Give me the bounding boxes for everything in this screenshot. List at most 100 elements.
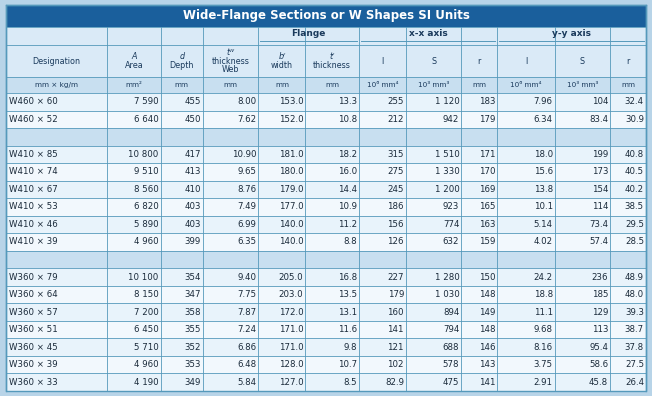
Text: Flange: Flange: [291, 29, 326, 38]
Text: 212: 212: [387, 115, 404, 124]
Text: 169: 169: [479, 185, 496, 194]
Text: W360 × 51: W360 × 51: [9, 325, 58, 334]
Text: 203.0: 203.0: [279, 290, 303, 299]
Text: mm: mm: [325, 82, 339, 88]
Text: 45.8: 45.8: [589, 378, 608, 387]
Text: 10 800: 10 800: [128, 150, 158, 159]
Text: 32.4: 32.4: [625, 97, 644, 106]
Text: 3.75: 3.75: [533, 360, 553, 369]
Text: 6.48: 6.48: [237, 360, 256, 369]
Text: 7 200: 7 200: [134, 308, 158, 317]
Text: 148: 148: [479, 290, 496, 299]
Text: 24.2: 24.2: [533, 272, 553, 282]
Text: 10⁶ mm⁴: 10⁶ mm⁴: [366, 82, 398, 88]
Text: 165: 165: [479, 202, 496, 211]
Text: 150: 150: [479, 272, 496, 282]
Text: W410 × 74: W410 × 74: [9, 168, 58, 176]
Text: 38.5: 38.5: [625, 202, 644, 211]
Text: 26.4: 26.4: [625, 378, 644, 387]
Text: 8 560: 8 560: [134, 185, 158, 194]
Text: 40.5: 40.5: [625, 168, 644, 176]
Text: 255: 255: [387, 97, 404, 106]
Text: 275: 275: [387, 168, 404, 176]
Text: 146: 146: [479, 343, 496, 352]
Text: 121: 121: [387, 343, 404, 352]
Text: I: I: [381, 57, 383, 65]
Text: 29.5: 29.5: [625, 220, 644, 229]
Text: S: S: [580, 57, 585, 65]
Text: Wide-Flange Sections or W Shapes SI Units: Wide-Flange Sections or W Shapes SI Unit…: [183, 10, 469, 23]
Text: 7.49: 7.49: [237, 202, 256, 211]
Text: 1 510: 1 510: [435, 150, 460, 159]
Bar: [6, 356, 646, 373]
Text: 15.6: 15.6: [533, 168, 553, 176]
Text: 894: 894: [443, 308, 460, 317]
Text: 73.4: 73.4: [589, 220, 608, 229]
Text: 30.9: 30.9: [625, 115, 644, 124]
Text: 8.00: 8.00: [237, 97, 256, 106]
Text: 129: 129: [592, 308, 608, 317]
Text: 578: 578: [443, 360, 460, 369]
Text: 153.0: 153.0: [279, 97, 303, 106]
Text: 179.0: 179.0: [279, 185, 303, 194]
Text: 38.7: 38.7: [625, 325, 644, 334]
Text: 10 100: 10 100: [128, 272, 158, 282]
Text: 8 150: 8 150: [134, 290, 158, 299]
Bar: [6, 321, 646, 339]
Text: 10³ mm³: 10³ mm³: [567, 82, 598, 88]
Text: 7.24: 7.24: [237, 325, 256, 334]
Text: 10.8: 10.8: [338, 115, 357, 124]
Text: 140.0: 140.0: [279, 220, 303, 229]
Text: tᶠ: tᶠ: [329, 52, 335, 61]
Text: 160: 160: [387, 308, 404, 317]
Bar: [6, 110, 646, 128]
Text: r: r: [627, 57, 630, 65]
Text: 6.99: 6.99: [237, 220, 256, 229]
Bar: [6, 181, 646, 198]
Text: 37.8: 37.8: [625, 343, 644, 352]
Text: 48.0: 48.0: [625, 290, 644, 299]
Text: 186: 186: [387, 202, 404, 211]
Text: 5 710: 5 710: [134, 343, 158, 352]
Text: 180.0: 180.0: [279, 168, 303, 176]
Text: 126: 126: [387, 238, 404, 246]
Text: 8.5: 8.5: [344, 378, 357, 387]
Text: 7 590: 7 590: [134, 97, 158, 106]
Text: 942: 942: [443, 115, 460, 124]
Text: 5.14: 5.14: [533, 220, 553, 229]
Text: A: A: [131, 52, 137, 61]
Text: 171.0: 171.0: [279, 325, 303, 334]
Text: 7.87: 7.87: [237, 308, 256, 317]
Text: 179: 179: [479, 115, 496, 124]
Text: r: r: [478, 57, 481, 65]
Text: 104: 104: [591, 97, 608, 106]
Bar: [6, 268, 646, 286]
Text: 11.6: 11.6: [338, 325, 357, 334]
Text: 8.76: 8.76: [237, 185, 256, 194]
Text: 227: 227: [387, 272, 404, 282]
Text: 7.75: 7.75: [237, 290, 256, 299]
Text: 183: 183: [479, 97, 496, 106]
Text: 9.65: 9.65: [237, 168, 256, 176]
Text: y-y axis: y-y axis: [552, 29, 591, 38]
Text: 9.68: 9.68: [534, 325, 553, 334]
Text: 163: 163: [479, 220, 496, 229]
Text: 355: 355: [185, 325, 201, 334]
Text: Web: Web: [222, 65, 239, 74]
Text: 13.5: 13.5: [338, 290, 357, 299]
Text: x-x axis: x-x axis: [409, 29, 447, 38]
Text: 128.0: 128.0: [279, 360, 303, 369]
Text: 13.3: 13.3: [338, 97, 357, 106]
Text: 6 640: 6 640: [134, 115, 158, 124]
Bar: [6, 303, 646, 321]
Text: W360 × 57: W360 × 57: [9, 308, 58, 317]
Text: 127.0: 127.0: [279, 378, 303, 387]
Text: W410 × 39: W410 × 39: [9, 238, 57, 246]
Text: 140.0: 140.0: [279, 238, 303, 246]
Bar: [6, 45, 646, 77]
Bar: [6, 163, 646, 181]
Text: 149: 149: [479, 308, 496, 317]
Text: 16.0: 16.0: [338, 168, 357, 176]
Text: 4.02: 4.02: [533, 238, 553, 246]
Text: 13.1: 13.1: [338, 308, 357, 317]
